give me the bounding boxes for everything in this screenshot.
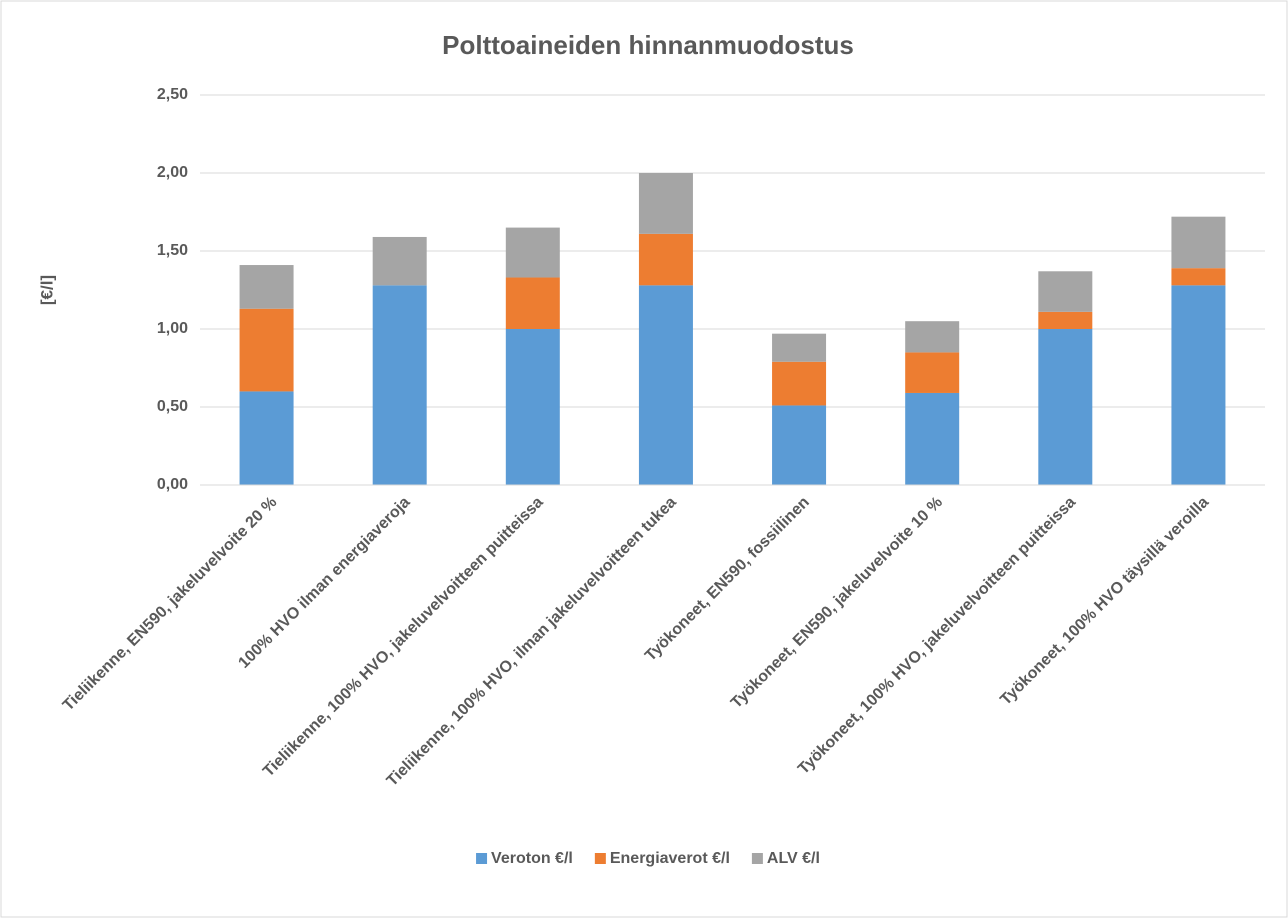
- bar-segment: [1038, 329, 1093, 485]
- bar-segment: [505, 277, 560, 329]
- legend-swatch: [594, 853, 606, 864]
- chart-title: Polttoaineiden hinnanmuodostus: [442, 30, 854, 60]
- y-tick-label: 1,50: [157, 242, 188, 259]
- legend-swatch: [476, 853, 488, 864]
- bar-segment: [905, 321, 960, 353]
- bar-segment: [1171, 216, 1226, 269]
- bar-segment: [772, 361, 827, 406]
- legend-label: Energiaverot €/l: [610, 850, 730, 867]
- bar-segment: [772, 333, 827, 362]
- y-tick-label: 2,50: [157, 86, 188, 103]
- legend-label: ALV €/l: [767, 850, 820, 867]
- bar-segment: [1038, 271, 1093, 312]
- bar-segment: [1171, 285, 1226, 485]
- bar-segment: [1038, 311, 1093, 329]
- bar-segment: [638, 233, 693, 286]
- bar-segment: [638, 173, 693, 234]
- bar-segment: [638, 285, 693, 485]
- bar-segment: [372, 285, 427, 485]
- bar-segment: [505, 227, 560, 278]
- y-axis-label: [€/l]: [37, 275, 56, 305]
- bar-segment: [239, 265, 294, 309]
- bar-segment: [239, 391, 294, 485]
- bar-segment: [905, 352, 960, 393]
- y-tick-label: 2,00: [157, 164, 188, 181]
- legend-label: Veroton €/l: [491, 850, 573, 867]
- y-tick-label: 0,50: [157, 398, 188, 415]
- bar-segment: [772, 405, 827, 485]
- bar-segment: [372, 236, 427, 286]
- y-tick-label: 1,00: [157, 320, 188, 337]
- bar-segment: [1171, 268, 1226, 286]
- legend-swatch: [751, 853, 763, 864]
- bar-segment: [505, 329, 560, 485]
- y-tick-label: 0,00: [157, 476, 188, 493]
- bar-segment: [905, 392, 960, 485]
- bar-segment: [239, 308, 294, 392]
